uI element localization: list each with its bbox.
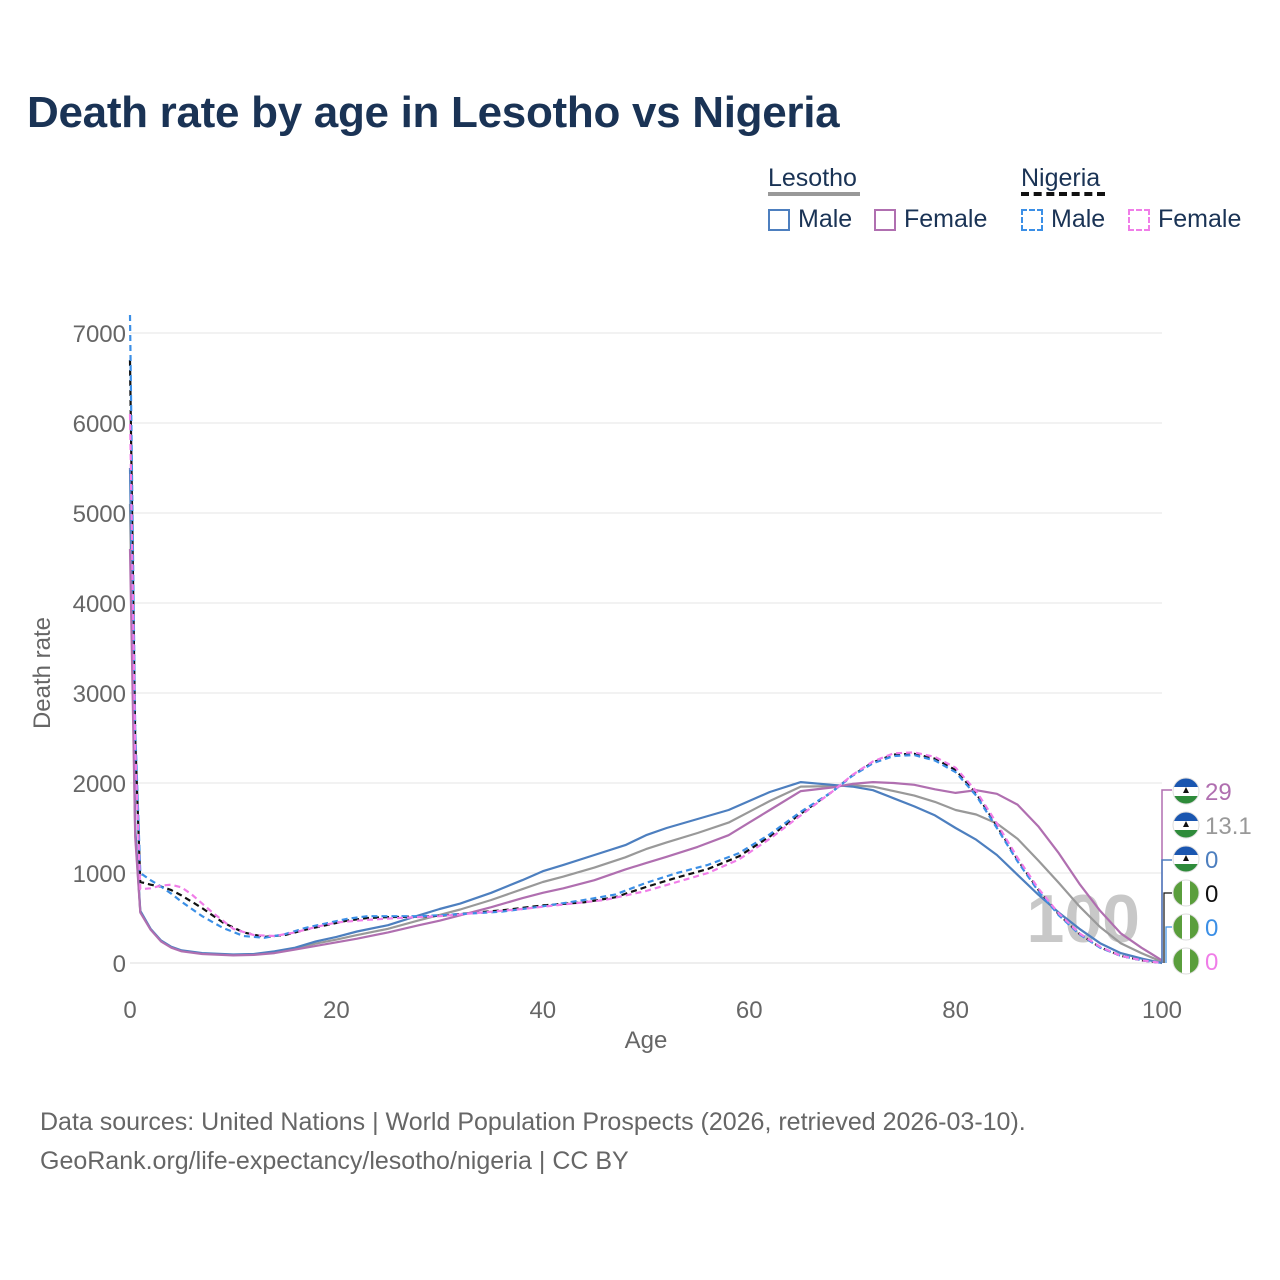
year-watermark: 100 (1027, 881, 1140, 957)
legend-swatch-nigeria-male (1021, 208, 1043, 231)
flag-hat (1183, 787, 1189, 793)
flag-border (1172, 777, 1200, 805)
legend-item-lesotho-female[interactable]: Female (874, 205, 987, 234)
series-line-lesotho (128, 503, 1163, 963)
footer-credit[interactable]: GeoRank.org/life-expectancy/lesotho/nige… (40, 1147, 629, 1175)
flag-border (1172, 811, 1200, 839)
end-value-label: 0 (1205, 881, 1218, 908)
x-tick-label: 0 (123, 997, 136, 1024)
flag-lesotho-icon (1173, 812, 1199, 838)
flag-hat (1183, 855, 1189, 861)
series-layer (128, 314, 1163, 965)
end-value-label: 29 (1205, 779, 1232, 806)
end-value-label: 0 (1205, 847, 1218, 874)
series-line-nigeria-female (128, 413, 1163, 965)
flag-stripe-green-right (1190, 948, 1199, 974)
flag-stripe-blue (1173, 846, 1199, 855)
flag-stripe-white (1182, 948, 1190, 974)
end-connector-male (1161, 859, 1172, 963)
flag-stripe-blue (1173, 778, 1199, 787)
footer-sources: Data sources: United Nations | World Pop… (40, 1108, 1026, 1136)
x-tick-label: 100 (1142, 997, 1182, 1024)
flag-stripe-white (1182, 914, 1190, 940)
flag-stripe-green-left (1173, 880, 1182, 906)
flag-border (1172, 845, 1200, 873)
end-marker: 29 (1172, 777, 1232, 806)
flag-stripe-green-right (1190, 880, 1199, 906)
flag-nigeria-icon (1173, 914, 1199, 940)
end-value-label: 0 (1205, 915, 1218, 942)
legend-label-nigeria-male: Male (1051, 205, 1106, 233)
legend-item-nigeria-male[interactable]: Male (1021, 205, 1105, 234)
y-tick-label: 7000 (73, 321, 126, 348)
y-tick-label: 5000 (73, 501, 126, 528)
end-marker: 13.1 (1172, 811, 1252, 840)
legend-swatch-lesotho-female (874, 208, 896, 231)
flag-lesotho-icon (1173, 778, 1199, 804)
grid (130, 332, 1162, 964)
end-marker: 0 (1172, 913, 1218, 942)
legend-item-nigeria-female[interactable]: Female (1128, 205, 1241, 234)
end-marker: 0 (1172, 845, 1218, 874)
flag-stripe-green-left (1173, 914, 1182, 940)
end-marker: 0 (1172, 879, 1218, 908)
legend-swatch-nigeria-female (1128, 208, 1150, 231)
legend-group-nigeria-line (1021, 192, 1105, 196)
flag-stripe-green (1173, 864, 1199, 872)
flag-stripe-blue (1173, 812, 1199, 821)
flag-border (1172, 947, 1200, 975)
y-tick-label: 1000 (73, 861, 126, 888)
flag-stripe-green (1173, 796, 1199, 804)
flag-nigeria-icon (1173, 880, 1199, 906)
x-tick-label: 60 (736, 997, 763, 1024)
legend-group-nigeria[interactable]: Nigeria (1021, 164, 1101, 192)
end-value-label: 13.1 (1205, 813, 1252, 840)
x-tick-label: 80 (942, 997, 969, 1024)
legend-label-lesotho-female: Female (904, 205, 988, 233)
x-tick-label: 20 (323, 997, 350, 1024)
flag-border (1172, 913, 1200, 941)
flag-lesotho-icon (1173, 846, 1199, 872)
series-line-lesotho-male (128, 467, 1163, 965)
end-connector-nigeria-male (1165, 926, 1172, 963)
series-line-lesotho-female (128, 548, 1163, 962)
legend-label-lesotho-male: Male (798, 205, 853, 233)
legend-group-lesotho[interactable]: Lesotho (768, 164, 857, 192)
y-tick-label: 0 (113, 951, 126, 978)
series-line-nigeria (128, 359, 1163, 965)
flag-stripe-white (1182, 880, 1190, 906)
axis-layer: 0 1000 2000 3000 4000 5000 6000 7000 0 20 40 60 80 10… (29, 321, 1182, 1054)
y-tick-label: 4000 (73, 591, 126, 618)
legend-item-lesotho-male[interactable]: Male (768, 205, 852, 234)
flag-nigeria-icon (1173, 948, 1199, 974)
watermark-layer: 100 (1027, 881, 1140, 957)
flag-border (1172, 879, 1200, 907)
end-connector-total (1163, 892, 1172, 963)
legend-group-lesotho-line (768, 192, 860, 196)
y-tick-label: 2000 (73, 771, 126, 798)
end-markers: 29 13.1 0 0 0 0 (1161, 777, 1252, 976)
flag-stripe-green-right (1190, 914, 1199, 940)
series-line-nigeria-male (128, 314, 1163, 965)
flag-hat (1183, 821, 1189, 827)
flag-stripe-green (1173, 830, 1199, 838)
chart-title: Death rate by age in Lesotho vs Nigeria (27, 88, 840, 137)
end-value-label: 0 (1205, 949, 1218, 976)
y-axis-title: Death rate (29, 617, 56, 729)
end-marker: 0 (1172, 947, 1218, 976)
legend-label-nigeria-female: Female (1158, 205, 1242, 233)
y-tick-label: 3000 (73, 681, 126, 708)
x-tick-label: 40 (529, 997, 556, 1024)
flag-stripe-green-left (1173, 948, 1182, 974)
x-axis-title: Age (625, 1027, 668, 1054)
y-tick-label: 6000 (73, 411, 126, 438)
legend-swatch-lesotho-male (768, 208, 790, 231)
